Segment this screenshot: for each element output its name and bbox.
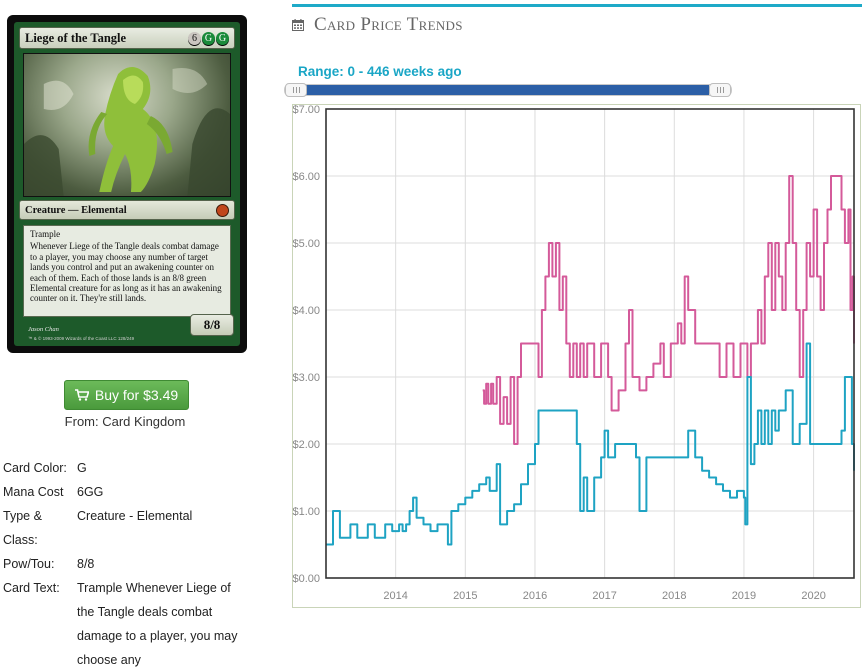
- mana-symbol-generic: 6: [188, 31, 201, 45]
- detail-label: Type & Class:: [3, 509, 42, 547]
- price-chart-svg: $0.00 $1.00 $2.00 $3.00 $4.00 $5.00 $6.00 $7.00…: [292, 104, 861, 608]
- calendar-icon: [292, 19, 304, 31]
- detail-row-color: Card Color: G: [3, 456, 249, 480]
- y-tick-label: $6.00: [292, 171, 320, 183]
- detail-value: 6GG: [77, 485, 104, 499]
- detail-row-cost: Mana Cost 6GG: [3, 480, 249, 504]
- x-tick-label: 2018: [662, 590, 686, 602]
- plot-border: [325, 108, 855, 579]
- vendor-text: From: Card Kingdom: [64, 414, 186, 429]
- range-slider[interactable]: [284, 83, 732, 97]
- elemental-illustration: [24, 66, 230, 196]
- series-line-pink: [482, 175, 855, 445]
- y-tick-label: $5.00: [292, 238, 320, 250]
- detail-label: Card Text:: [3, 581, 60, 595]
- x-tick-label: 2017: [592, 590, 616, 602]
- x-tick-label: 2020: [801, 590, 825, 602]
- y-tick-label: $3.00: [292, 372, 320, 384]
- x-tick-label: 2019: [732, 590, 756, 602]
- range-label: Range: 0 - 446 weeks ago: [298, 64, 462, 79]
- x-tick-label: 2016: [523, 590, 547, 602]
- card-power-toughness: 8/8: [190, 314, 234, 336]
- range-slider-fill: [293, 85, 709, 95]
- range-slider-handle-left[interactable]: [285, 83, 307, 97]
- detail-label: Pow/Tou:: [3, 557, 55, 571]
- buy-button-label: Buy for $3.49: [94, 387, 179, 403]
- card-rules-text: Whenever Liege of the Tangle deals comba…: [30, 241, 222, 304]
- detail-value: 8/8: [77, 557, 95, 571]
- detail-value: G: [77, 461, 87, 475]
- card-name: Liege of the Tangle: [25, 30, 127, 45]
- card-type-bar: Creature — Elemental: [19, 200, 235, 220]
- price-chart: $0.00 $1.00 $2.00 $3.00 $4.00 $5.00 $6.00 $7.00…: [292, 104, 861, 608]
- range-slider-handle-right[interactable]: [709, 83, 731, 97]
- detail-row-type: Type & Class: Creature - Elemental: [3, 504, 249, 552]
- card-keyword: Trample: [30, 229, 61, 239]
- y-tick-label: $1.00: [292, 506, 320, 518]
- x-tick-label: 2014: [383, 590, 407, 602]
- card-body: Liege of the Tangle 6 G G Creature — Ele…: [14, 22, 240, 346]
- detail-value: Trample Whenever Liege of the Tangle dea…: [77, 581, 238, 667]
- detail-label: Card Color:: [3, 461, 67, 475]
- series-line-blue: [326, 342, 855, 546]
- detail-label: Mana Cost: [3, 485, 64, 499]
- y-tick-label: $0.00: [292, 573, 320, 585]
- card-type-line: Creature — Elemental: [25, 204, 127, 216]
- y-tick-label: $4.00: [292, 305, 320, 317]
- card-copyright: ™ & © 1993-2009 Wizards of the Coast LLC…: [28, 336, 135, 341]
- card-details: Card Color: G Mana Cost 6GG Type & Class…: [3, 456, 249, 672]
- card-rules-box: Trample Whenever Liege of the Tangle dea…: [23, 225, 231, 317]
- mana-symbol-green: G: [216, 31, 229, 45]
- card-image: Liege of the Tangle 6 G G Creature — Ele…: [7, 15, 247, 353]
- buy-button[interactable]: Buy for $3.49: [64, 380, 189, 410]
- cart-icon: [74, 389, 89, 401]
- card-title-bar: Liege of the Tangle 6 G G: [19, 27, 235, 49]
- detail-row-pt: Pow/Tou: 8/8: [3, 552, 249, 576]
- y-tick-label: $7.00: [292, 104, 320, 116]
- detail-value: Creature - Elemental: [77, 509, 193, 523]
- section-header: Card Price Trends: [292, 14, 463, 36]
- y-tick-label: $2.00: [292, 439, 320, 451]
- section-title: Card Price Trends: [314, 14, 463, 35]
- card-artist: Jason Chan: [28, 326, 59, 333]
- detail-row-text: Card Text: Trample Whenever Liege of the…: [3, 576, 249, 672]
- mana-cost: 6 G G: [188, 31, 229, 45]
- section-divider: [292, 4, 862, 7]
- card-artwork: [23, 53, 231, 197]
- mana-symbol-green: G: [202, 31, 215, 45]
- set-symbol-icon: [216, 203, 229, 217]
- x-tick-label: 2015: [453, 590, 477, 602]
